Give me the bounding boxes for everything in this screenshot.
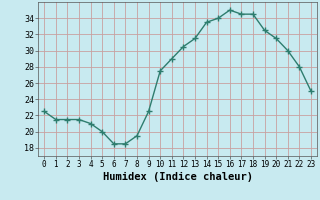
- X-axis label: Humidex (Indice chaleur): Humidex (Indice chaleur): [103, 172, 252, 182]
